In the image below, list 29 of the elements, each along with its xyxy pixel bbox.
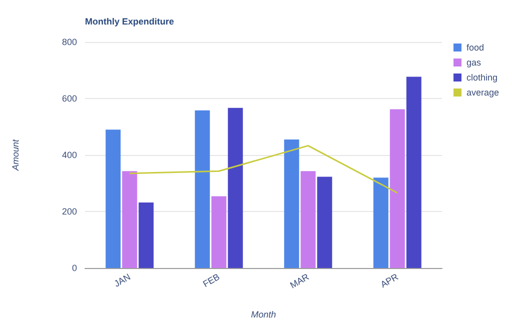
x-tick-label: FEB bbox=[201, 272, 222, 290]
bar bbox=[211, 196, 226, 268]
chart-title: Monthly Expenditure bbox=[85, 16, 174, 26]
x-tick-label: MAR bbox=[288, 271, 312, 290]
legend-label: food bbox=[466, 42, 484, 52]
bar bbox=[106, 130, 121, 268]
x-axis-title: Month bbox=[250, 310, 276, 320]
bar bbox=[284, 139, 300, 268]
bar bbox=[406, 76, 422, 268]
y-tick-label: 600 bbox=[62, 94, 77, 104]
legend-label: average bbox=[466, 88, 500, 98]
bar bbox=[300, 171, 316, 268]
y-tick-label: 0 bbox=[72, 263, 77, 273]
line-series bbox=[128, 144, 398, 194]
legend-label: clothing bbox=[466, 72, 498, 82]
y-axis-title: Amount bbox=[10, 139, 20, 172]
bar bbox=[138, 202, 154, 268]
y-tick-label: 800 bbox=[62, 37, 77, 47]
y-tick-label: 200 bbox=[62, 206, 77, 216]
y-tick-label: 400 bbox=[62, 150, 77, 160]
x-tick-label: JAN bbox=[112, 272, 132, 289]
bar bbox=[122, 171, 138, 268]
legend-label: gas bbox=[466, 58, 482, 68]
bar bbox=[317, 176, 332, 268]
x-tick-label: APR bbox=[378, 271, 400, 290]
bar bbox=[228, 108, 243, 268]
bar bbox=[373, 178, 388, 268]
bar bbox=[390, 109, 405, 268]
bar bbox=[194, 110, 210, 268]
